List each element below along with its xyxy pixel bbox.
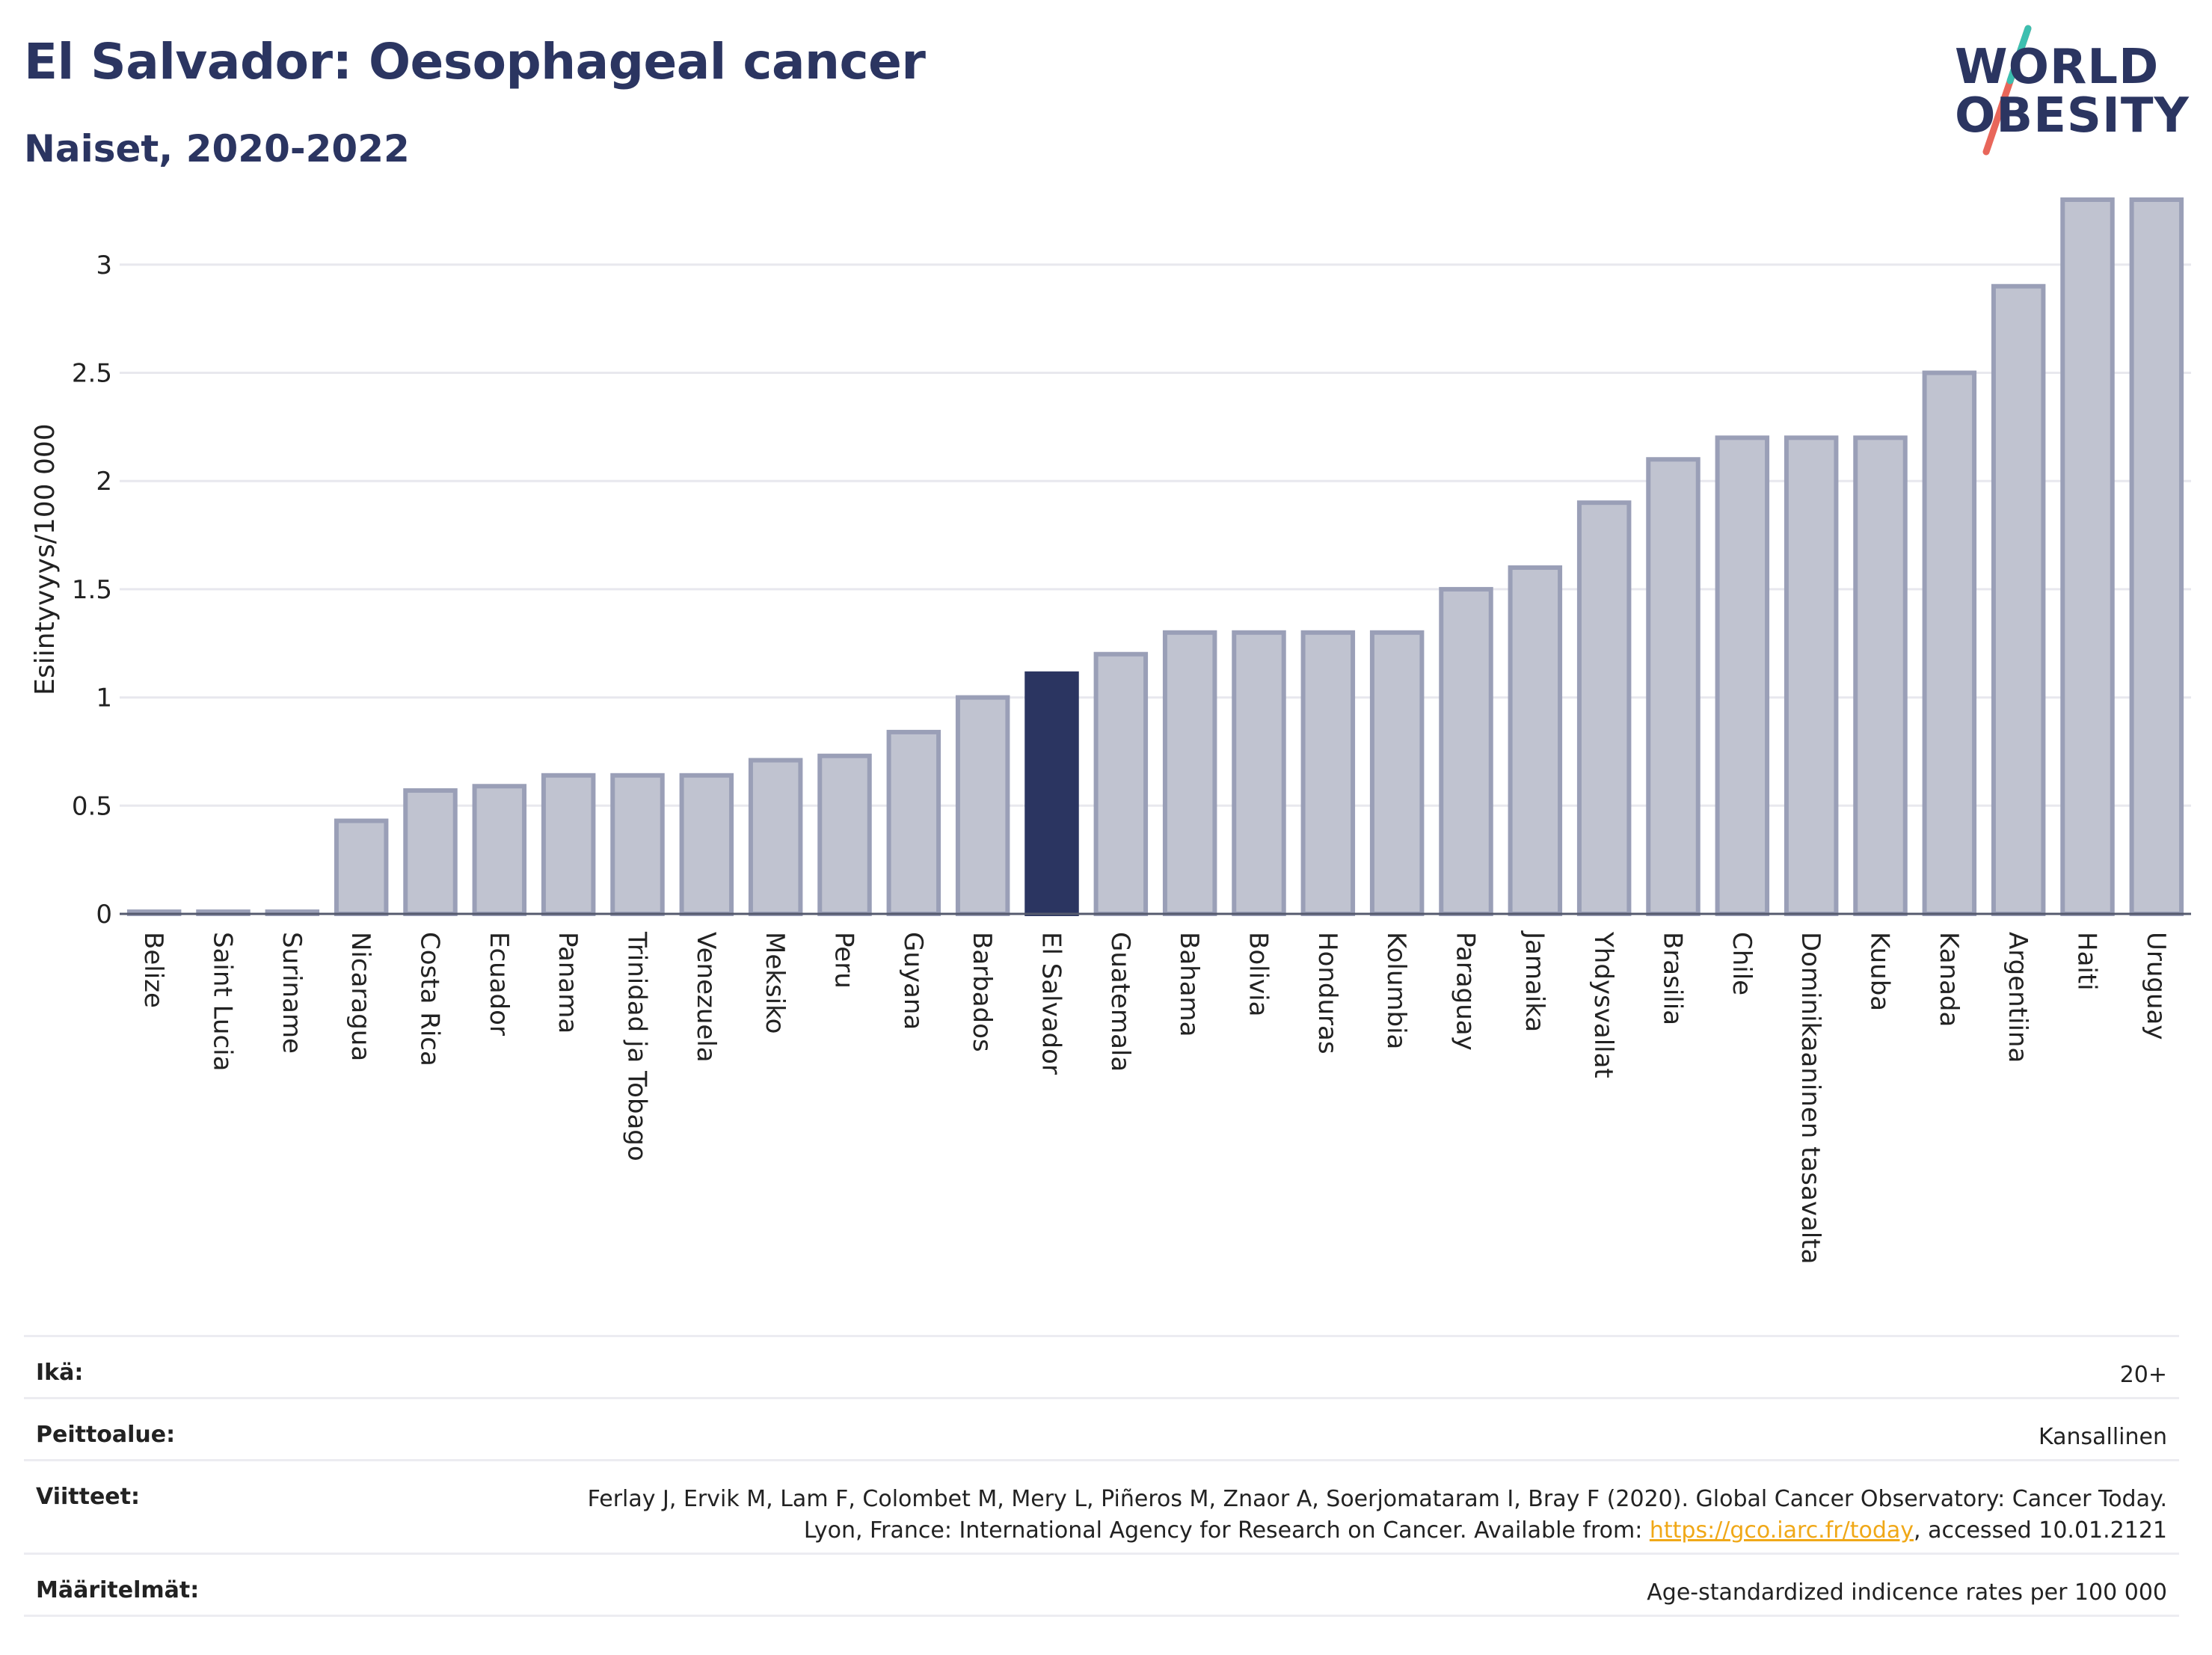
x-tick-label: Yhdysvallat [1588,931,1618,1078]
bar-ecuador[interactable] [472,784,527,916]
x-tick-label: Trinidad ja Tobago [622,931,652,1161]
bar-paraguay[interactable] [1439,586,1493,917]
bar-yhdysvallat[interactable] [1576,500,1632,916]
logo-slash-icon [1982,25,2032,156]
bar-panama[interactable] [541,773,596,916]
y-tick-label: 1.5 [72,575,112,605]
bar-chile[interactable] [1715,435,1770,916]
bar-honduras[interactable] [1300,630,1356,917]
page-subtitle: Naiset, 2020-2022 [24,127,410,171]
x-tick-label: Dominikaaninen tasavalta [1795,932,1825,1264]
bar-kolumbia[interactable] [1369,630,1425,917]
definitions-label: Määritelmät: [36,1577,200,1603]
x-tick-label: Panama [553,932,583,1034]
x-tick-label: Chile [1727,932,1757,995]
x-tick-label: Venezuela [691,932,721,1063]
y-tick-label: 2.5 [72,359,112,389]
logo-line-world: WORLD [1955,40,2160,95]
x-tick-label: Argentiina [2003,932,2033,1063]
bar-peru[interactable] [817,753,872,916]
references-suffix: , accessed 10.01.2121 [1914,1517,2167,1544]
y-tick-label: 0 [96,900,112,930]
x-tick-label: Jamaika [1520,930,1549,1032]
bar-venezuela[interactable] [679,773,734,916]
bar-chart: 0 0.5 1 1.5 2 2.5 3 Belize Saint Lucia Suriname N… [30,197,2191,1264]
x-tick-label: Belize [138,932,168,1008]
bar-uruguay[interactable] [2129,197,2184,916]
bars [126,197,2184,917]
y-tick-labels: 0 0.5 1 1.5 2 2.5 3 [72,251,112,930]
bar-meksiko[interactable] [748,758,803,916]
info-row-age: Ikä: 20+ [24,1335,2179,1397]
coverage-label: Peittoalue: [36,1422,176,1448]
bar-costa-rica[interactable] [403,788,458,916]
x-tick-label: Saint Lucia [208,932,238,1071]
info-table: Ikä: 20+ Peittoalue: Kansallinen Viittee… [24,1335,2179,1617]
bar-brasilia[interactable] [1646,457,1701,916]
bar-argentiina[interactable] [1991,283,2046,916]
bar-bahama[interactable] [1162,630,1217,917]
age-value: 20+ [2119,1362,2167,1388]
bar-guatemala[interactable] [1093,651,1149,917]
y-tick-label: 3 [96,251,112,280]
x-tick-label: Bolivia [1244,932,1274,1016]
references-label: Viitteet: [36,1484,140,1510]
x-tick-label: Barbados [967,932,997,1052]
bar-el-salvador[interactable] [1024,671,1079,916]
references-link[interactable]: https://gco.iarc.fr/today [1649,1517,1914,1544]
x-tick-label: Peru [829,932,859,989]
world-obesity-logo: WORLD OBESITY [1944,21,2199,163]
x-tick-label: El Salvador [1036,932,1066,1075]
references-value: Ferlay J, Ervik M, Lam F, Colombet M, Me… [567,1484,2167,1547]
bar-dominikaaninen-tasavalta[interactable] [1784,435,1839,916]
x-tick-label: Ecuador [484,932,514,1036]
definitions-value: Age-standardized indicence rates per 100… [1647,1579,2167,1606]
bar-barbados[interactable] [955,695,1010,917]
page-title: El Salvador: Oesophageal cancer [24,33,926,90]
x-tick-label: Paraguay [1451,932,1481,1051]
x-tick-label: Bahama [1174,932,1204,1037]
references-text: Ferlay J, Ervik M, Lam F, Colombet M, Me… [587,1486,2167,1544]
info-row-references: Viitteet: Ferlay J, Ervik M, Lam F, Colo… [24,1459,2179,1553]
bar-trinidad-ja-tobago[interactable] [610,773,665,916]
x-tick-labels: Belize Saint Lucia Suriname Nicaragua Costa … [138,930,2171,1264]
x-tick-label: Suriname [277,932,307,1054]
x-tick-label: Kanada [1934,932,1964,1027]
bar-jamaika[interactable] [1508,565,1563,917]
x-tick-label: Meksiko [760,932,790,1034]
x-tick-label: Kolumbia [1381,932,1411,1049]
info-row-definitions: Määritelmät: Age-standardized indicence … [24,1553,2179,1617]
bar-haiti[interactable] [2060,197,2115,916]
x-tick-label: Guyana [898,932,928,1030]
bar-nicaragua[interactable] [334,818,389,916]
bar-kuuba[interactable] [1853,435,1908,916]
y-tick-label: 0.5 [72,791,112,821]
x-tick-label: Nicaragua [345,932,375,1061]
age-label: Ikä: [36,1360,84,1386]
x-tick-label: Honduras [1312,932,1342,1054]
bar-kanada[interactable] [1922,370,1977,916]
y-tick-label: 2 [96,467,112,497]
coverage-value: Kansallinen [2038,1424,2167,1450]
gridlines [120,263,2191,807]
x-tick-label: Guatemala [1105,932,1135,1072]
logo-line-obesity: OBESITY [1955,88,2190,144]
bar-guyana[interactable] [886,729,941,917]
info-row-coverage: Peittoalue: Kansallinen [24,1397,2179,1459]
x-tick-label: Kuuba [1865,932,1895,1011]
x-tick-label: Haiti [2072,932,2102,991]
x-tick-label: Costa Rica [415,932,445,1066]
x-tick-label: Uruguay [2141,932,2171,1040]
y-tick-label: 1 [96,684,112,713]
bar-bolivia[interactable] [1232,630,1286,917]
x-tick-label: Brasilia [1658,932,1688,1025]
y-axis-label: Esiintyvyys/100 000 [30,423,61,695]
